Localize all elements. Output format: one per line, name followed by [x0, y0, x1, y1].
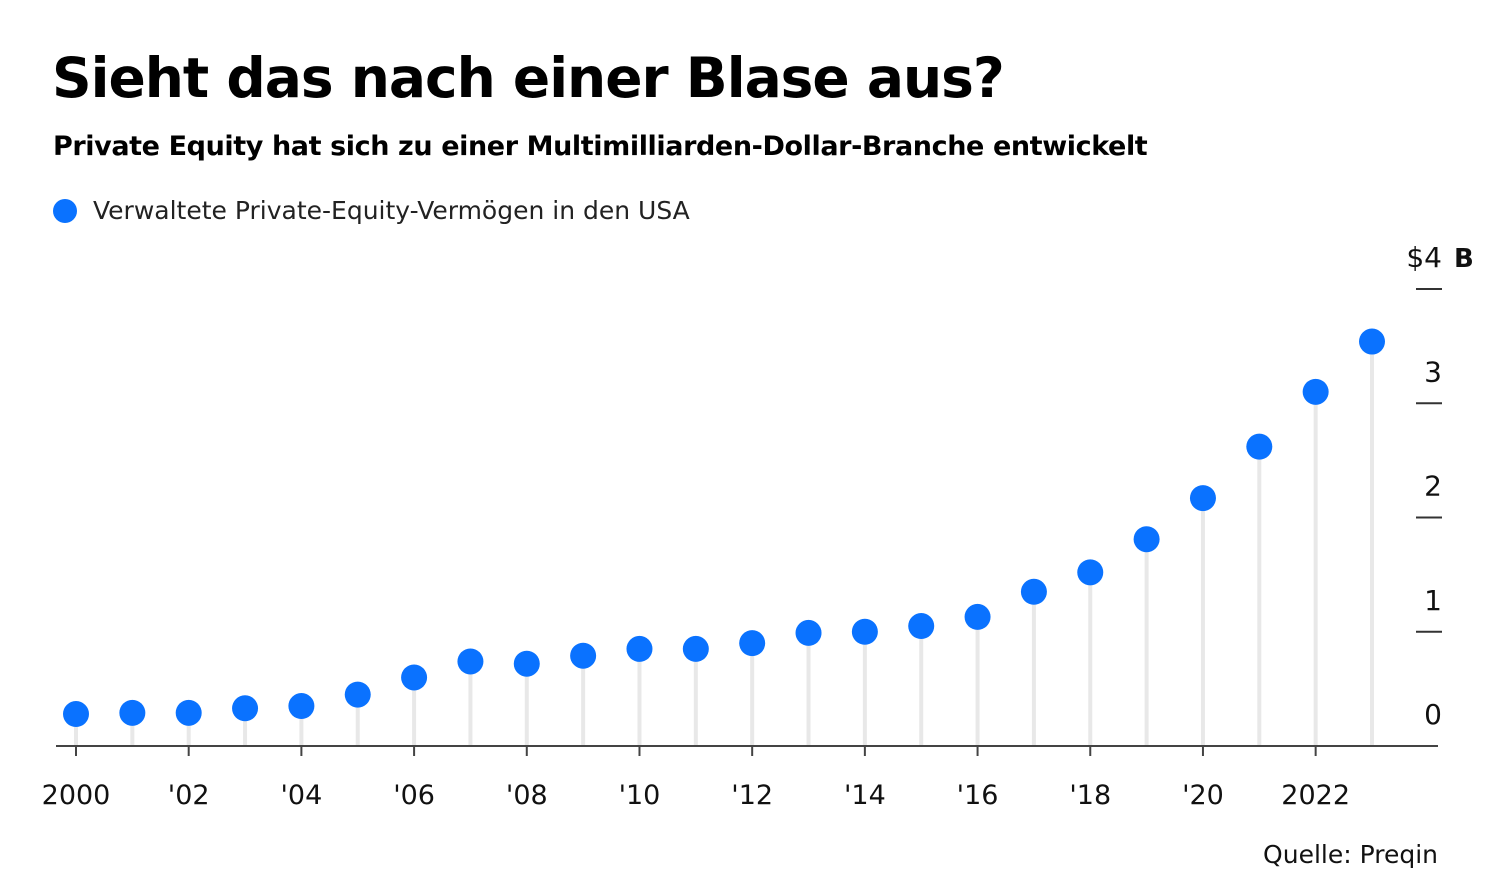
legend-marker [53, 198, 77, 223]
x-tick-label: 2000 [42, 780, 111, 811]
data-point [739, 630, 766, 657]
data-point [119, 699, 146, 726]
x-tick-label: '10 [619, 780, 661, 811]
x-axis: 2000 '02 '04 '06 '08 '10 '12 '14 '16 '18 '20 2022 [42, 745, 1438, 811]
x-tick-label: '08 [506, 780, 548, 811]
data-point [682, 635, 709, 662]
x-tick-label: '16 [957, 780, 999, 811]
data-point [63, 701, 89, 728]
x-tick-label: '02 [168, 780, 210, 811]
data-point [1077, 559, 1104, 586]
data-point [851, 618, 878, 645]
stems-group [74, 341, 1374, 746]
x-tick-label: 2022 [1281, 780, 1350, 811]
y-tick-label: 2 [1424, 470, 1442, 503]
x-tick-label: '06 [393, 780, 435, 811]
data-point [626, 635, 653, 662]
data-point [1246, 433, 1273, 460]
data-point [1359, 328, 1385, 355]
source-note: Quelle: Preqin [1263, 840, 1438, 869]
data-point [1189, 485, 1216, 512]
x-tick-label: '18 [1069, 780, 1111, 811]
y-unit-label: B [1454, 244, 1474, 274]
chart-title: Sieht das nach einer Blase aus? [52, 46, 1005, 110]
data-point [795, 619, 822, 646]
x-tick-label: '20 [1182, 780, 1224, 811]
legend: Verwaltete Private-Equity-Vermögen in de… [53, 196, 690, 225]
data-point [288, 693, 315, 720]
data-point [401, 664, 428, 691]
y-axis: 0 1 2 3 $4 B [1406, 241, 1473, 731]
data-point [908, 613, 935, 640]
data-point [1302, 378, 1329, 405]
data-point [964, 603, 991, 630]
chart-subtitle: Private Equity hat sich zu einer Multimi… [53, 131, 1148, 162]
data-point [570, 642, 597, 669]
points-group [63, 328, 1385, 728]
data-point [513, 650, 540, 677]
data-point [1133, 526, 1160, 553]
data-point [1020, 578, 1047, 605]
x-tick-label: '04 [281, 780, 323, 811]
data-point [344, 681, 371, 708]
data-point [175, 699, 202, 726]
y-tick-label: $4 [1406, 241, 1442, 274]
x-tick-label: '14 [844, 780, 886, 811]
y-tick-label: 0 [1424, 698, 1442, 731]
y-tick-label: 1 [1424, 584, 1442, 617]
data-point [232, 695, 259, 722]
data-point [457, 648, 484, 675]
y-tick-label: 3 [1424, 355, 1442, 388]
x-tick-label: '12 [731, 780, 773, 811]
legend-label: Verwaltete Private-Equity-Vermögen in de… [93, 196, 690, 225]
